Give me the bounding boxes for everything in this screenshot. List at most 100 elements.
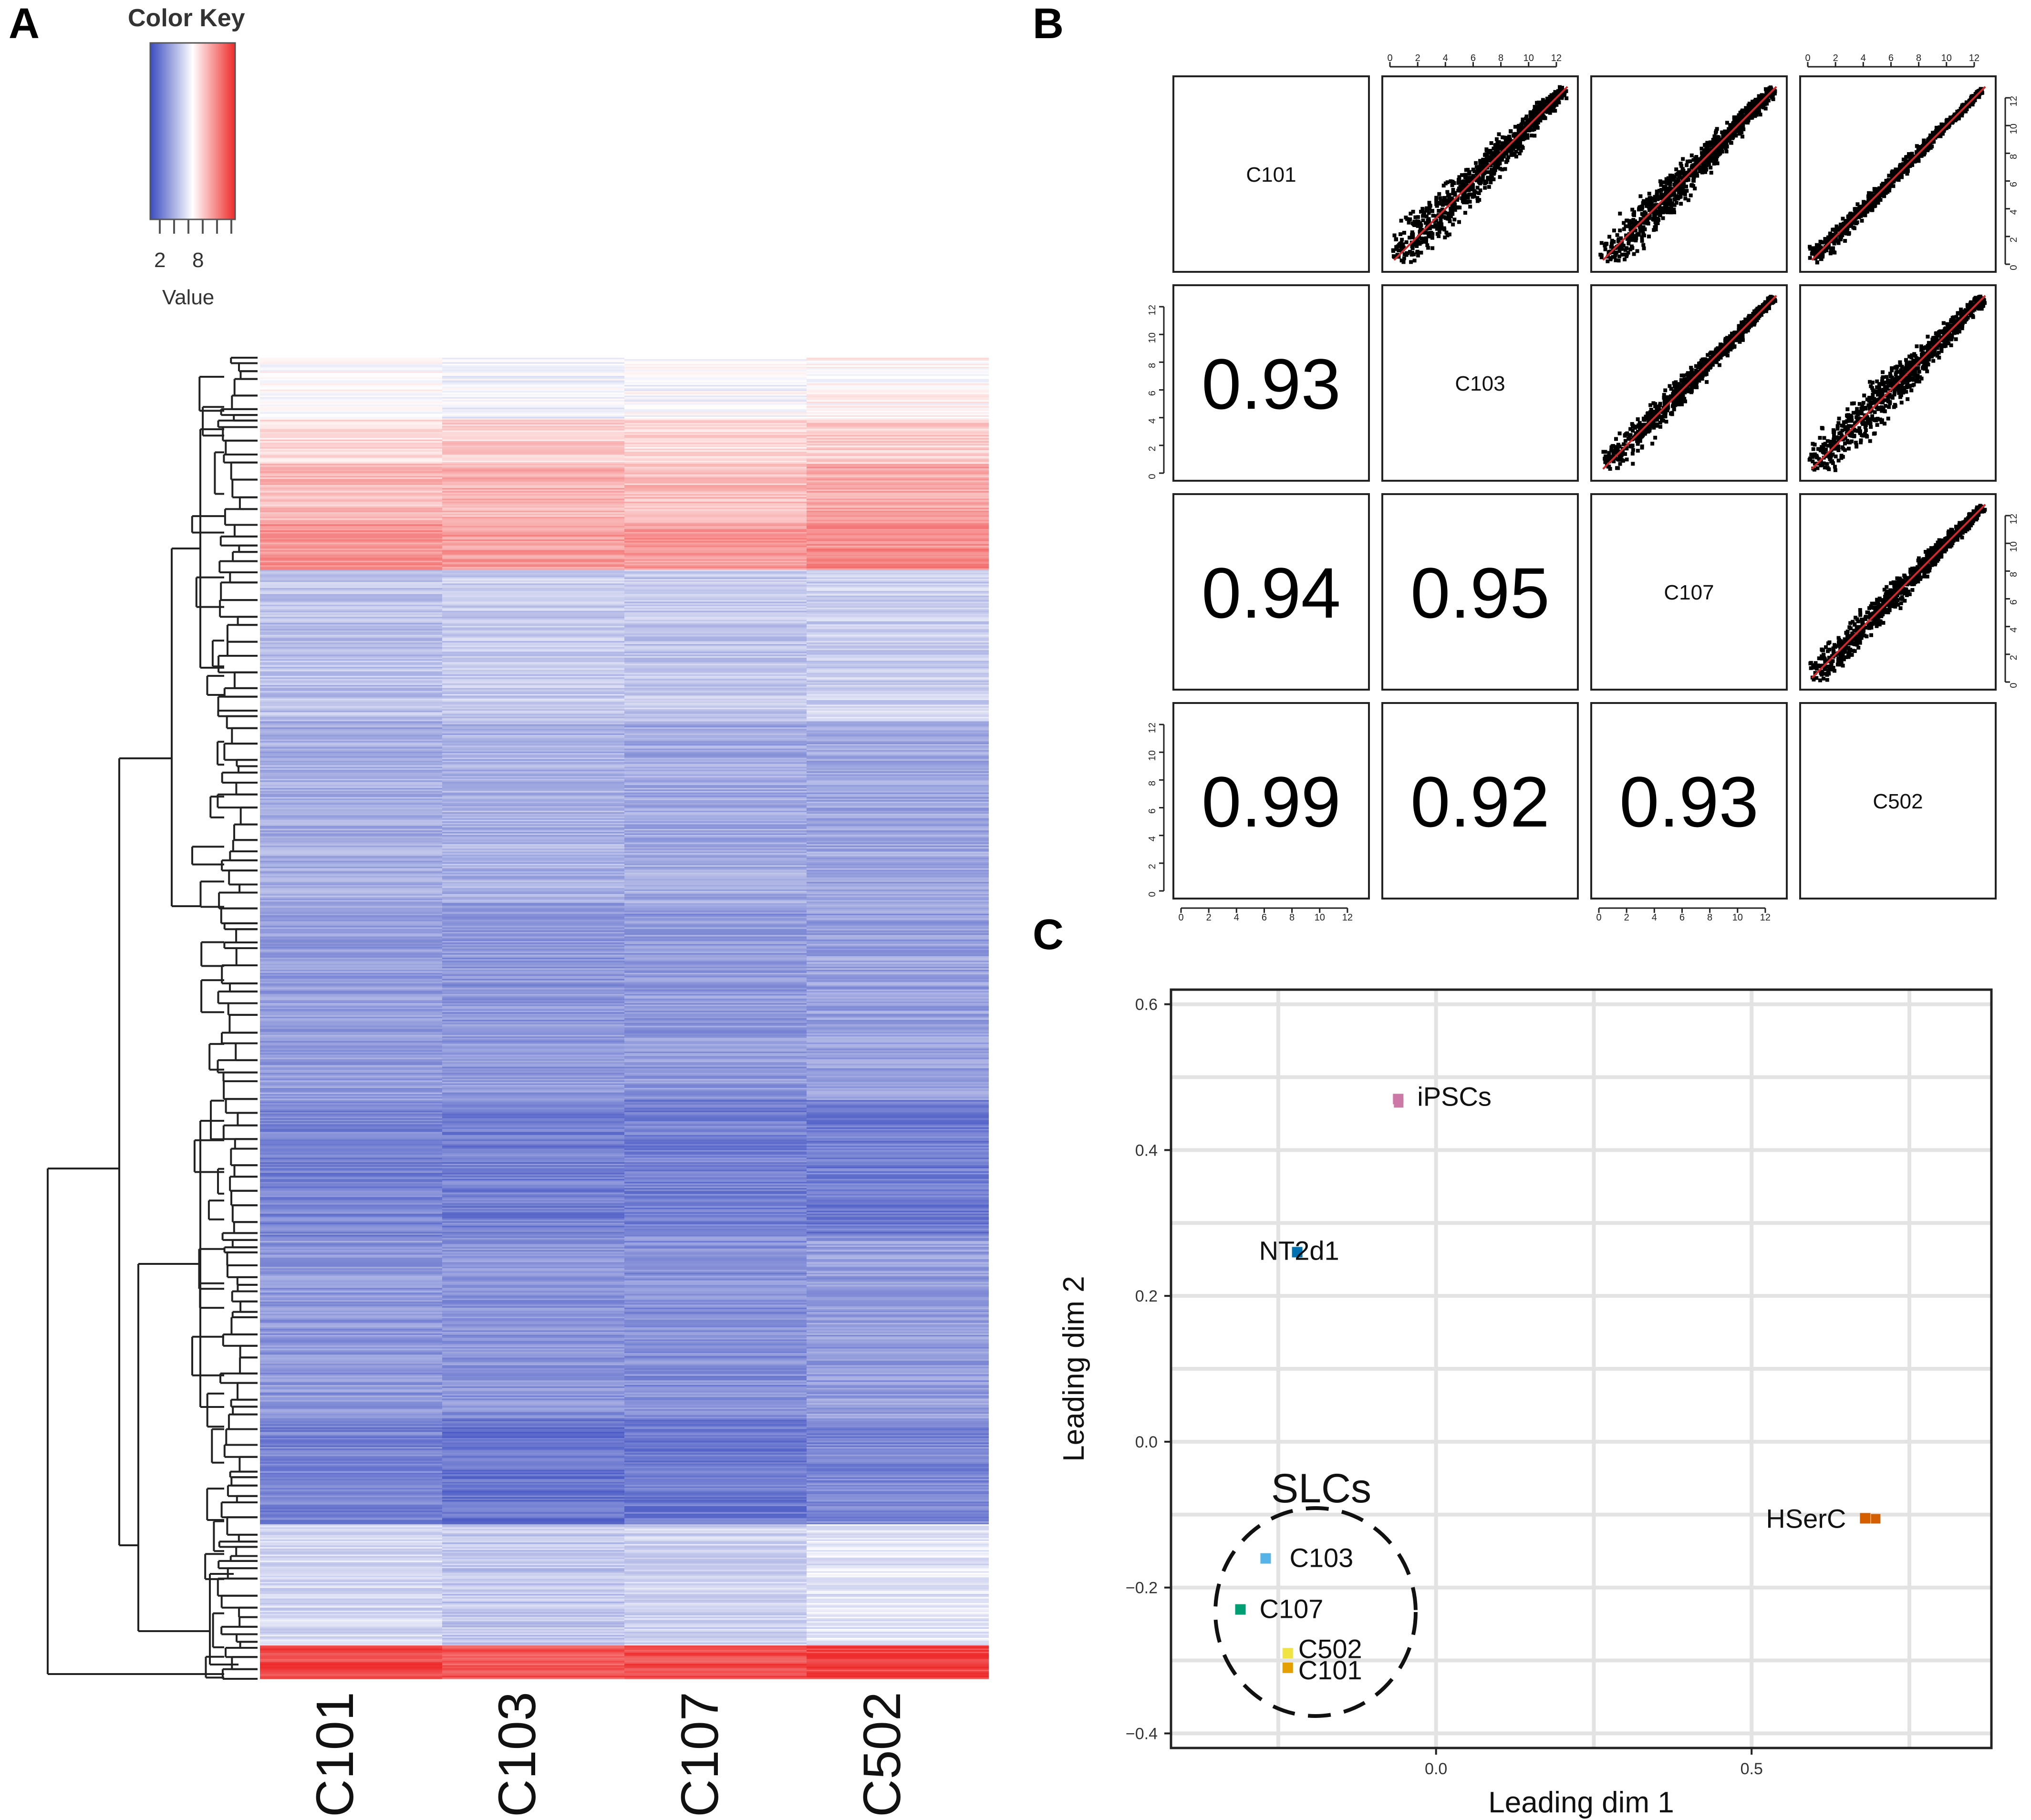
heatmap-cell [624,1601,807,1603]
heatmap-cell [807,1018,989,1020]
heatmap-cell [260,1522,442,1525]
heatmap-cell [624,1200,807,1202]
scatter-point [1709,159,1713,163]
scatter-point [1446,194,1450,197]
heatmap-cell [260,1251,442,1253]
heatmap-cell [807,1398,989,1401]
heatmap-cell [807,1638,989,1640]
heatmap-cell [624,403,807,405]
heatmap-cell [624,854,807,857]
scatter-point [1473,190,1478,195]
heatmap-cell [260,797,442,799]
heatmap-cell [624,1048,807,1051]
heatmap-cell [260,1165,442,1167]
heatmap-cell [624,1433,807,1436]
heatmap-cell [624,1341,807,1343]
heatmap-cell [442,359,624,361]
scatter-point [1417,235,1421,239]
heatmap-cell [807,1529,989,1531]
heatmap-cell [442,1674,624,1676]
heatmap-cell [260,842,442,845]
heatmap-cell [442,1554,624,1557]
heatmap-cell [624,1609,807,1611]
heatmap-cell [807,1280,989,1282]
heatmap-cell [624,954,807,957]
heatmap-cell [260,1553,442,1555]
heatmap-cell [807,700,989,702]
heatmap-cell [624,425,807,428]
heatmap-cell [624,1482,807,1484]
scatter-point [1424,236,1429,240]
heatmap-cell [807,535,989,537]
heatmap-cell [260,1330,442,1333]
heatmap-cell [442,926,624,928]
heatmap-cell [260,1392,442,1395]
heatmap-cell [260,885,442,887]
heatmap-cell [260,1105,442,1106]
heatmap-cell [807,1233,989,1235]
heatmap-cell [442,753,624,755]
heatmap-cell [442,1512,624,1514]
heatmap-cell [260,1414,442,1416]
dendrogram-branch [226,1251,258,1266]
scatter-point [1441,184,1446,188]
heatmap-cell [442,1338,624,1340]
dendrogram-branch [228,869,258,886]
heatmap-cell [624,1526,807,1528]
heatmap-cell [260,1479,442,1481]
scatter-point [1438,227,1442,231]
scatter-point [1500,147,1504,151]
heatmap-cell [807,1606,989,1608]
heatmap-cell [260,610,442,613]
color-key-tick-2: 2 [154,248,166,272]
dendrogram-branch [231,1656,258,1670]
heatmap-cell [807,703,989,705]
scatter-point [1670,201,1674,206]
heatmap-cell [624,1075,807,1078]
heatmap-cell [260,1051,442,1054]
heatmap-cell [260,899,442,900]
heatmap-cell [442,1213,624,1216]
heatmap-cell [624,1080,807,1083]
scatter-point [1552,102,1556,106]
scatter-point [1425,206,1429,210]
heatmap-cell [624,1407,807,1410]
scatter-point [1524,114,1529,119]
heatmap-cell [624,871,807,873]
heatmap-cell [442,1217,624,1219]
heatmap-cell [442,1201,624,1204]
heatmap-cell [624,645,807,648]
heatmap-cell [442,388,624,390]
heatmap-cell [624,838,807,840]
scatter-point [1483,186,1487,190]
heatmap-cell [807,1204,989,1207]
heatmap-cell [442,496,624,497]
heatmap-cell [624,382,807,384]
heatmap-cell [624,648,807,651]
heatmap-cell [807,773,989,775]
heatmap-cell [807,854,989,857]
heatmap-cell [260,601,442,604]
heatmap-cell [442,683,624,685]
scatter-point [1495,158,1500,163]
heatmap-cell [260,1591,442,1593]
scatter-point [1498,166,1503,171]
heatmap-cell [807,639,989,641]
heatmap-cell [624,444,807,446]
heatmap-cell [442,1025,624,1028]
scatter-point [1694,170,1698,175]
heatmap-cell [442,1101,624,1104]
heatmap-cell [807,498,989,501]
heatmap-cell [442,389,624,392]
heatmap-cell [260,1189,442,1191]
heatmap-cell [624,956,807,958]
heatmap-cell [442,1053,624,1055]
heatmap-cell [442,1075,624,1078]
heatmap-cell [442,803,624,805]
heatmap-cell [442,617,624,619]
heatmap-cell [260,1135,442,1137]
heatmap-cell [624,730,807,733]
heatmap-cell [624,970,807,972]
heatmap-cell [442,1244,624,1246]
heatmap-cell [807,565,989,567]
